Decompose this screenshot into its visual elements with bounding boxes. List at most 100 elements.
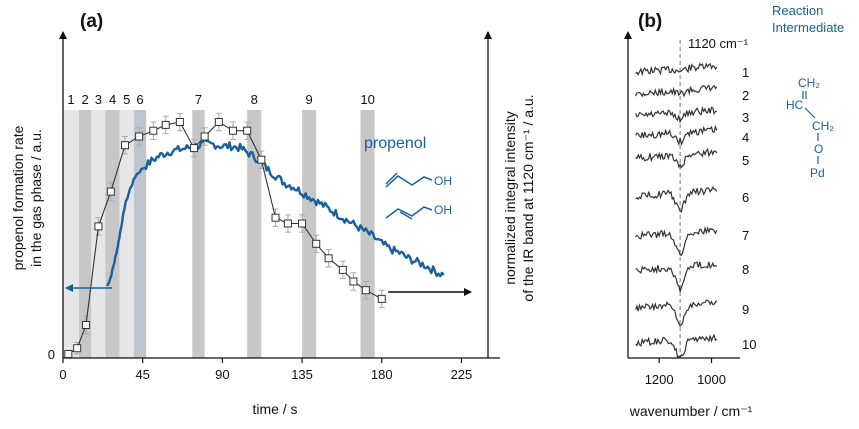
spectrum-label-2: 2 [742,88,749,103]
data-point [175,118,184,126]
time-window-label-2: 2 [82,92,89,107]
x-axis-label: time / s [252,401,297,417]
x-tick-label-0: 0 [59,367,66,382]
time-window-label-7: 7 [195,92,202,107]
propenol-structure-icon: OH [385,203,452,220]
data-point [64,350,73,358]
panel-label-a: (a) [80,11,103,32]
spectrum-label-6: 6 [742,190,749,205]
structure-hc: HC [786,98,804,112]
data-point [349,277,358,286]
x-tick-label-225: 225 [451,367,473,382]
spectrum-label-9: 9 [742,302,749,317]
intermediate-structure-icon: CH₂ HC CH₂ O Pd [786,76,834,180]
ir-spectra: 1 2 3 4 5 6 7 8 9 10 [635,62,756,359]
left-y-label-line1: propenol formation rate [10,125,26,270]
time-window-8 [247,110,262,358]
data-point [283,219,292,228]
structure-pd: Pd [810,166,825,180]
reaction-intermediate-title-line2: Intermediate [772,20,844,35]
ir-spectrum-5 [635,147,718,169]
data-point [361,286,370,295]
x-tick-label-45: 45 [135,367,149,382]
ir-spectrum-6 [635,186,718,213]
time-window-label-8: 8 [251,92,258,107]
spectrum-label-5: 5 [742,153,749,168]
ir-spectrum-8 [635,261,718,293]
allyl-alcohol-structure-icon: OH [385,172,452,188]
time-window-label-3: 3 [95,92,102,107]
data-point [243,126,252,135]
legend-propenol: propenol [364,135,426,152]
panel-b: (b) 1200 1000 1120 cm⁻¹ 1 2 3 4 5 6 7 8 9 10 waven… [624,3,844,419]
data-point [338,265,347,274]
left-y-label-line2: in the gas phase / a.u. [28,129,44,267]
time-window-7 [192,110,205,358]
data-point [94,222,103,231]
time-window-label-5: 5 [123,92,130,107]
wavenumber-1120-label: 1120 cm⁻¹ [688,36,749,51]
time-window-6 [133,110,147,358]
data-point [135,132,144,141]
ir-spectrum-3 [635,105,717,124]
data-point [190,144,199,153]
b-x-ticks: 1200 1000 [645,358,726,387]
svg-text:OH: OH [434,203,452,217]
b-x-tick-label-1200: 1200 [645,372,674,387]
x-tick-label-135: 135 [291,367,313,382]
time-window-labels: 1 2 3 4 5 6 7 8 9 10 [67,92,374,107]
data-point [257,155,266,164]
time-window-2 [78,110,92,358]
data-point [298,219,307,228]
data-point [106,187,115,196]
time-window-10 [360,110,375,358]
right-y-label-line2: of the IR band at 1120 cm⁻¹ / a.u. [520,94,536,301]
x-tick-label-180: 180 [371,367,393,382]
data-point [161,120,170,129]
data-point [271,213,280,222]
b-x-tick-label-1000: 1000 [697,372,726,387]
data-point [312,239,321,248]
data-point [200,132,209,141]
data-point [149,126,158,135]
time-window-4 [105,110,120,358]
structure-o: O [814,142,823,156]
ir-spectrum-2 [635,84,718,98]
time-window-1 [63,110,79,358]
reaction-intermediate-title-line1: Reaction [772,3,823,18]
spectrum-label-10: 10 [742,337,756,352]
structure-ch2-mid: CH₂ [812,119,834,133]
ir-spectrum-7 [635,225,718,257]
time-window-5 [119,110,134,358]
spectrum-label-8: 8 [742,262,749,277]
data-point [229,126,237,135]
data-point [120,141,129,150]
data-point [73,344,82,353]
ir-spectrum-10 [635,333,718,359]
spectrum-label-1: 1 [742,65,749,80]
spectrum-label-4: 4 [742,130,749,145]
data-point [82,321,91,329]
spectrum-label-7: 7 [742,228,749,243]
time-window-label-4: 4 [109,92,116,107]
time-window-label-6: 6 [136,92,143,107]
x-ticks: 0 45 90 135 180 225 [59,358,472,382]
right-y-axis-label: normalized integral intensity of the IR … [502,94,536,301]
x-tick-label-90: 90 [215,367,229,382]
time-window-label-9: 9 [306,92,313,107]
b-x-axis-label: wavenumber / cm⁻¹ [629,403,753,419]
y-zero-label: 0 [48,347,55,362]
structure-ch2-top: CH₂ [798,76,820,90]
right-y-label-line1: normalized integral intensity [502,111,518,285]
time-window-label-10: 10 [360,92,374,107]
ir-spectrum-4 [635,124,718,147]
left-y-axis-label: propenol formation rate in the gas phase… [10,125,44,270]
panel-a: 1 2 3 4 5 6 7 8 9 10 0 45 90 135 180 225 (a) 0 time / … [10,11,536,417]
data-point [377,294,386,303]
panel-label-b: (b) [638,11,662,32]
propenol-rate-points [64,118,386,358]
spectrum-label-3: 3 [742,110,749,125]
time-window-label-1: 1 [67,92,74,107]
svg-text:OH: OH [434,174,452,188]
